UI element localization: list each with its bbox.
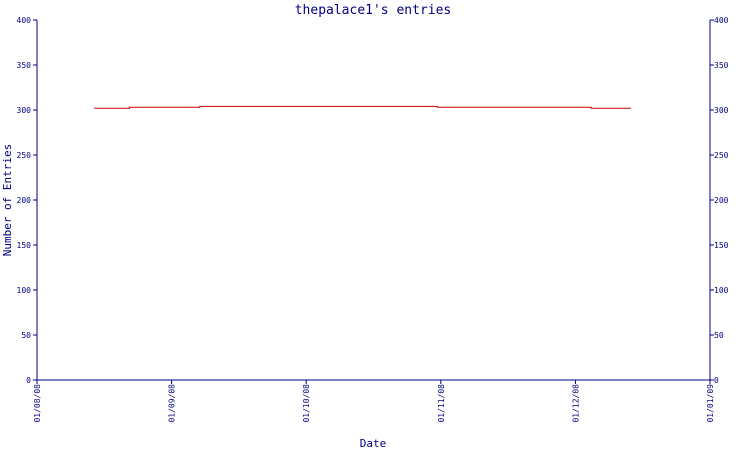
y-tick-label-left: 200 [17, 196, 32, 205]
y-tick-label-left: 250 [17, 151, 32, 160]
y-tick-label-right: 250 [714, 151, 729, 160]
chart-title: thepalace1's entries [295, 3, 452, 18]
y-tick-label-left: 100 [17, 286, 32, 295]
x-tick-label: 01/10/08 [302, 384, 311, 423]
x-tick-label: 01/12/08 [571, 384, 580, 423]
x-axis-label: Date [360, 437, 387, 450]
x-tick-label: 01/01/09 [706, 384, 715, 423]
y-tick-label-right: 300 [714, 106, 729, 115]
y-tick-label-left: 50 [21, 331, 31, 340]
x-tick-label: 01/09/08 [168, 384, 177, 423]
plot-frame [36, 20, 711, 381]
y-tick-label-left: 0 [26, 376, 31, 385]
y-tick-label-right: 50 [714, 331, 724, 340]
y-tick-label-right: 0 [714, 376, 719, 385]
y-tick-label-right: 100 [714, 286, 729, 295]
y-tick-label-left: 400 [17, 16, 32, 25]
x-axis: 01/08/08 01/09/08 01/10/08 01/11/08 01/12/08… [33, 380, 715, 423]
x-tick-label: 01/11/08 [437, 384, 446, 423]
y-tick-label-left: 150 [17, 241, 32, 250]
y-tick-label-right: 400 [714, 16, 729, 25]
x-tick-label: 01/08/08 [33, 384, 42, 423]
y-tick-label-right: 150 [714, 241, 729, 250]
y-axis-label: Number of Entries [1, 144, 14, 257]
y-axis-right: 0 50 100 150 200 250 300 350 400 [710, 16, 729, 385]
y-tick-label-right: 350 [714, 61, 729, 70]
y-axis-left: 0 50 100 150 200 250 300 350 400 [17, 16, 37, 385]
y-tick-label-left: 300 [17, 106, 32, 115]
series-line [94, 105, 631, 109]
y-tick-label-left: 350 [17, 61, 32, 70]
series-layer [94, 105, 631, 109]
y-tick-label-right: 200 [714, 196, 729, 205]
